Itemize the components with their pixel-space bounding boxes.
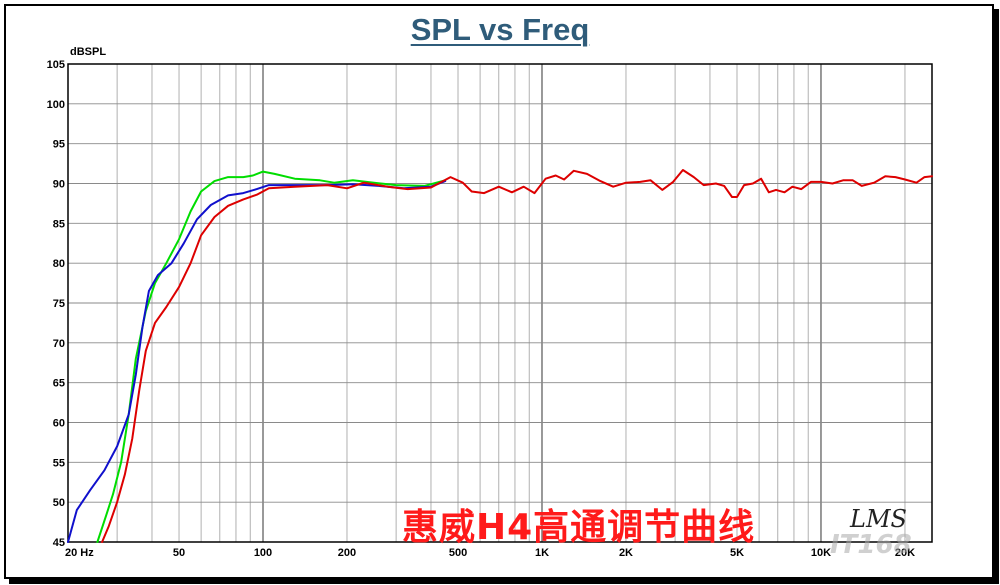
x-tick-label: 500 bbox=[449, 547, 467, 559]
x-tick-label: 1K bbox=[535, 547, 549, 559]
series-line-3 bbox=[101, 169, 933, 543]
x-tick-label: 10K bbox=[811, 547, 831, 559]
lms-logo: LMS bbox=[850, 505, 907, 533]
chart-title: SPL vs Freq bbox=[410, 12, 590, 47]
y-tick-label: 100 bbox=[47, 99, 65, 111]
y-tick-label: 75 bbox=[53, 298, 65, 310]
y-tick-label: 45 bbox=[53, 537, 65, 549]
y-tick-label: 80 bbox=[53, 258, 65, 270]
x-tick-label: 200 bbox=[338, 547, 356, 559]
y-tick-label: 65 bbox=[53, 378, 65, 390]
y-tick-label: 55 bbox=[53, 457, 65, 469]
y-axis-unit-label: dBSPL bbox=[70, 46, 107, 58]
x-tick-label: 100 bbox=[254, 547, 272, 559]
y-tick-label: 50 bbox=[53, 497, 65, 509]
y-tick-label: 90 bbox=[53, 179, 65, 191]
y-tick-label: 105 bbox=[47, 59, 65, 71]
x-tick-label: 50 bbox=[173, 547, 185, 559]
plot-border bbox=[67, 63, 933, 543]
y-tick-label: 85 bbox=[53, 218, 65, 230]
series-line-2 bbox=[67, 180, 447, 543]
y-tick-label: 60 bbox=[53, 418, 65, 430]
chart-annotation: 惠威H4高通调节曲线 bbox=[402, 507, 756, 548]
site-watermark: IT168 bbox=[830, 530, 912, 560]
x-tick-label: 20K bbox=[895, 547, 915, 559]
y-tick-label: 95 bbox=[53, 139, 65, 151]
x-tick-label: 20 Hz bbox=[65, 547, 94, 559]
x-tick-label: 5K bbox=[730, 547, 744, 559]
y-tick-label: 70 bbox=[53, 338, 65, 350]
x-tick-label: 2K bbox=[619, 547, 633, 559]
